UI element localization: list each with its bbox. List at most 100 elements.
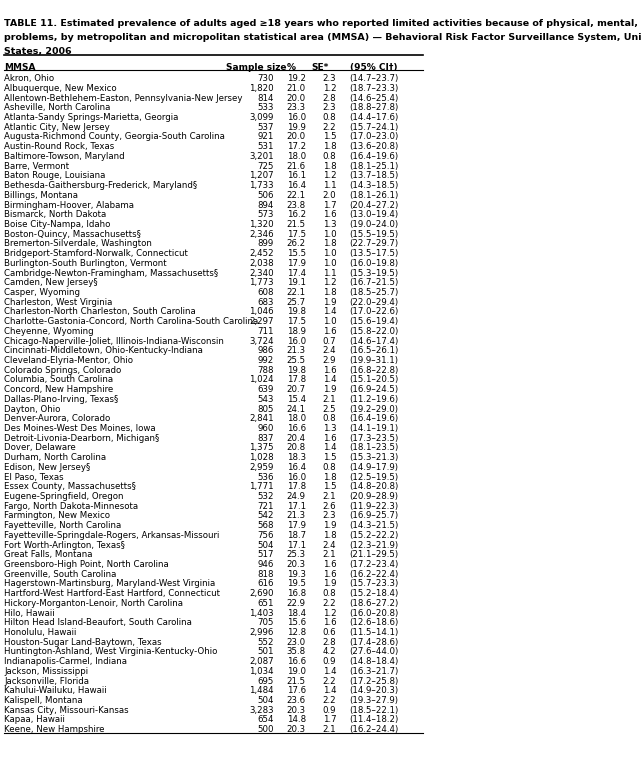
Text: 1.5: 1.5 (322, 132, 336, 142)
Text: 16.8: 16.8 (287, 589, 306, 598)
Text: (17.2–25.8): (17.2–25.8) (349, 676, 399, 685)
Text: 725: 725 (257, 161, 274, 171)
Text: Houston-Sugar Land-Baytown, Texas: Houston-Sugar Land-Baytown, Texas (4, 638, 162, 646)
Text: (22.0–29.4): (22.0–29.4) (349, 298, 399, 307)
Text: 2,452: 2,452 (249, 249, 274, 258)
Text: Camden, New Jersey§: Camden, New Jersey§ (4, 278, 98, 287)
Text: 21.3: 21.3 (287, 511, 306, 520)
Text: (16.5–26.1): (16.5–26.1) (349, 347, 399, 355)
Text: 818: 818 (257, 570, 274, 578)
Text: 2,340: 2,340 (249, 269, 274, 278)
Text: 16.0: 16.0 (287, 113, 306, 122)
Text: Detroit-Livonia-Dearborn, Michigan§: Detroit-Livonia-Dearborn, Michigan§ (4, 434, 160, 443)
Text: 1.9: 1.9 (322, 521, 336, 530)
Text: 1.7: 1.7 (322, 200, 336, 210)
Text: Kahului-Wailuku, Hawaii: Kahului-Wailuku, Hawaii (4, 686, 107, 695)
Text: 2.1: 2.1 (322, 492, 336, 501)
Text: 2.0: 2.0 (322, 190, 336, 200)
Text: Greenville, South Carolina: Greenville, South Carolina (4, 570, 117, 578)
Text: 26.2: 26.2 (287, 239, 306, 249)
Text: 2.3: 2.3 (322, 103, 336, 112)
Text: Kansas City, Missouri-Kansas: Kansas City, Missouri-Kansas (4, 705, 129, 715)
Text: (15.2–18.4): (15.2–18.4) (349, 589, 399, 598)
Text: Barre, Vermont: Barre, Vermont (4, 161, 69, 171)
Text: 18.0: 18.0 (287, 152, 306, 161)
Text: (19.9–31.1): (19.9–31.1) (350, 356, 399, 365)
Text: 639: 639 (257, 385, 274, 394)
Text: 15.6: 15.6 (287, 618, 306, 627)
Text: 2.9: 2.9 (322, 356, 336, 365)
Text: 20.0: 20.0 (287, 93, 306, 103)
Text: MMSA: MMSA (4, 63, 36, 72)
Text: 23.6: 23.6 (287, 696, 306, 705)
Text: 608: 608 (257, 288, 274, 297)
Text: 1,403: 1,403 (249, 609, 274, 617)
Text: 2,690: 2,690 (249, 589, 274, 598)
Text: Hartford-West Hartford-East Hartford, Connecticut: Hartford-West Hartford-East Hartford, Co… (4, 589, 221, 598)
Text: 1.7: 1.7 (322, 715, 336, 724)
Text: 18.3: 18.3 (287, 453, 306, 462)
Text: problems, by metropolitan and micropolitan statistical area (MMSA) — Behavioral : problems, by metropolitan and micropolit… (4, 33, 641, 42)
Text: 960: 960 (257, 424, 274, 433)
Text: 1.8: 1.8 (322, 288, 336, 297)
Text: States, 2006: States, 2006 (4, 47, 72, 56)
Text: 21.5: 21.5 (287, 676, 306, 685)
Text: 19.3: 19.3 (287, 570, 306, 578)
Text: 24.1: 24.1 (287, 405, 306, 414)
Text: (15.5–19.5): (15.5–19.5) (349, 230, 399, 239)
Text: Great Falls, Montana: Great Falls, Montana (4, 550, 93, 559)
Text: 21.0: 21.0 (287, 84, 306, 93)
Text: 1.6: 1.6 (322, 366, 336, 375)
Text: Atlantic City, New Jersey: Atlantic City, New Jersey (4, 123, 110, 132)
Text: 17.5: 17.5 (287, 230, 306, 239)
Text: (18.1–25.1): (18.1–25.1) (349, 161, 399, 171)
Text: 25.5: 25.5 (287, 356, 306, 365)
Text: Baton Rouge, Louisiana: Baton Rouge, Louisiana (4, 171, 106, 181)
Text: 1,028: 1,028 (249, 453, 274, 462)
Text: Sample size: Sample size (226, 63, 287, 72)
Text: 3,099: 3,099 (249, 113, 274, 122)
Text: Cheyenne, Wyoming: Cheyenne, Wyoming (4, 327, 94, 336)
Text: (13.0–19.4): (13.0–19.4) (349, 210, 399, 220)
Text: 986: 986 (257, 347, 274, 355)
Text: (21.1–29.5): (21.1–29.5) (349, 550, 399, 559)
Text: (17.2–23.4): (17.2–23.4) (349, 560, 399, 569)
Text: 921: 921 (257, 132, 274, 142)
Text: (19.3–27.9): (19.3–27.9) (350, 696, 399, 705)
Text: 2.3: 2.3 (322, 74, 336, 83)
Text: 1.8: 1.8 (322, 473, 336, 481)
Text: (20.4–27.2): (20.4–27.2) (349, 200, 399, 210)
Text: 1.1: 1.1 (322, 269, 336, 278)
Text: 20.4: 20.4 (287, 434, 306, 443)
Text: 2.1: 2.1 (322, 550, 336, 559)
Text: 552: 552 (257, 638, 274, 646)
Text: 19.1: 19.1 (287, 278, 306, 287)
Text: 1.6: 1.6 (322, 210, 336, 220)
Text: 506: 506 (257, 190, 274, 200)
Text: Casper, Wyoming: Casper, Wyoming (4, 288, 80, 297)
Text: 16.0: 16.0 (287, 473, 306, 481)
Text: 1,733: 1,733 (249, 181, 274, 190)
Text: 17.2: 17.2 (287, 142, 306, 151)
Text: (11.9–22.3): (11.9–22.3) (349, 502, 399, 511)
Text: 1.8: 1.8 (322, 531, 336, 540)
Text: 17.9: 17.9 (287, 521, 306, 530)
Text: Keene, New Hampshire: Keene, New Hampshire (4, 725, 104, 734)
Text: 1,484: 1,484 (249, 686, 274, 695)
Text: (18.7–23.3): (18.7–23.3) (349, 84, 399, 93)
Text: 2.4: 2.4 (322, 347, 336, 355)
Text: (18.6–27.2): (18.6–27.2) (349, 599, 399, 608)
Text: 894: 894 (257, 200, 274, 210)
Text: 17.4: 17.4 (287, 269, 306, 278)
Text: 2,841: 2,841 (249, 415, 274, 423)
Text: Jackson, Mississippi: Jackson, Mississippi (4, 667, 88, 675)
Text: 18.4: 18.4 (287, 609, 306, 617)
Text: Fayetteville-Springdale-Rogers, Arkansas-Missouri: Fayetteville-Springdale-Rogers, Arkansas… (4, 531, 220, 540)
Text: Hickory-Morganton-Lenoir, North Carolina: Hickory-Morganton-Lenoir, North Carolina (4, 599, 183, 608)
Text: 22.1: 22.1 (287, 288, 306, 297)
Text: 1.0: 1.0 (322, 317, 336, 326)
Text: Augusta-Richmond County, Georgia-South Carolina: Augusta-Richmond County, Georgia-South C… (4, 132, 225, 142)
Text: 1.6: 1.6 (322, 327, 336, 336)
Text: (20.9–28.9): (20.9–28.9) (350, 492, 399, 501)
Text: (15.8–22.0): (15.8–22.0) (349, 327, 399, 336)
